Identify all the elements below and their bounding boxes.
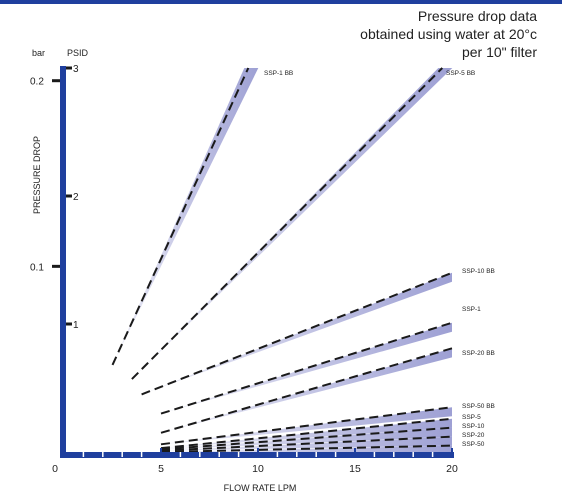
series-label-ssp-5: SSP-5 — [462, 414, 481, 421]
series-line-ssp-1-bb — [111, 67, 250, 366]
chart-title-line-1: Pressure drop data — [418, 8, 537, 24]
series-line-ssp-50-bb — [160, 406, 453, 446]
psid-unit-label: PSID — [67, 48, 89, 58]
y-axis-label: PRESSURE DROP — [32, 136, 42, 214]
series-label-ssp-10-bb: SSP-10 BB — [462, 268, 495, 275]
series-label-ssp-20-bb: SSP-20 BB — [462, 350, 495, 357]
x-tick-label: 5 — [158, 463, 164, 475]
x-tick-label: 10 — [252, 463, 264, 475]
series-label-ssp-5-bb: SSP-5 BB — [446, 70, 475, 77]
bar-tick-label: 0.2 — [30, 77, 44, 88]
x-axis-label: FLOW RATE LPM — [224, 483, 297, 493]
series-line-ssp-10 — [160, 426, 453, 451]
series-line-ssp-5-bb — [131, 67, 444, 380]
series-line-ssp-10-bb — [141, 271, 453, 396]
series-label-ssp-50-bb: SSP-50 BB — [462, 403, 495, 410]
axes — [52, 66, 454, 458]
series-band-ssp-5-bb — [131, 68, 453, 380]
psid-tick — [66, 194, 72, 198]
bar-tick — [52, 79, 60, 83]
psid-tick-label: 2 — [73, 192, 79, 203]
bar-tick — [52, 264, 60, 268]
x-tick-label: 15 — [349, 463, 361, 475]
chart-title-line-2: obtained using water at 20°c — [360, 26, 537, 42]
psid-tick-label: 1 — [73, 320, 79, 331]
psid-tick — [66, 322, 72, 326]
series-label-ssp-1-bb: SSP-1 BB — [264, 70, 293, 77]
bar-unit-label: bar — [32, 48, 45, 58]
series-line-ssp-1 — [160, 321, 453, 415]
series-label-ssp-50: SSP-50 — [462, 441, 485, 448]
series-line-ssp-20 — [160, 435, 453, 452]
series-line-ssp-5 — [160, 417, 453, 450]
chart-title-line-3: per 10" filter — [462, 44, 537, 60]
y-axis-line — [60, 66, 66, 457]
series-label-ssp-1: SSP-1 — [462, 306, 481, 313]
tick-labels: SSP-1 BB SSP-5 BB SSP-10 BB SSP-1 SSP-20 BB S… — [30, 64, 495, 475]
x-tick-label: 0 — [52, 463, 58, 475]
series-band-ssp-1-bb — [112, 68, 259, 365]
series-line-ssp-50 — [160, 444, 453, 453]
bar-tick-label: 0.1 — [30, 262, 44, 273]
x-tick-label: 20 — [446, 463, 458, 475]
series-band-ssp-10-bb — [141, 272, 452, 395]
series-label-ssp-20: SSP-20 — [462, 432, 485, 439]
top-rule — [0, 0, 562, 4]
psid-tick-label: 3 — [73, 64, 79, 75]
series-label-ssp-10: SSP-10 — [462, 423, 485, 430]
psid-tick — [66, 66, 72, 70]
series-line-ssp-20-bb — [160, 347, 453, 434]
series-lines — [111, 67, 453, 453]
